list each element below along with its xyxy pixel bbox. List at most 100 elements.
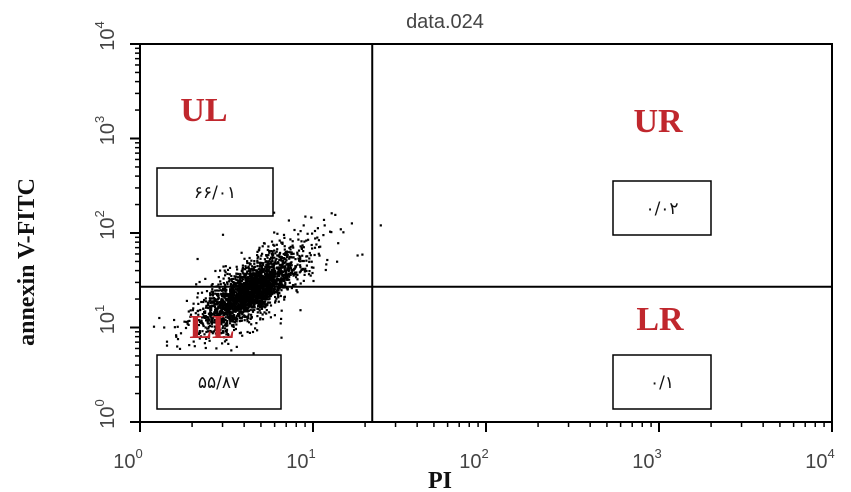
event-point (239, 279, 242, 282)
event-point (251, 283, 254, 286)
event-point (222, 325, 225, 328)
event-point (276, 267, 279, 270)
event-point (264, 305, 267, 308)
event-point (208, 319, 211, 322)
event-point (241, 296, 244, 299)
event-point (291, 284, 295, 287)
event-point (201, 316, 204, 319)
event-point (224, 271, 227, 274)
event-point (246, 261, 249, 265)
event-point (265, 276, 268, 279)
event-point (253, 272, 256, 276)
event-point (220, 293, 223, 296)
event-point (252, 276, 255, 279)
event-point (256, 257, 259, 260)
event-point (244, 315, 247, 319)
event-point (318, 254, 321, 257)
event-point (281, 275, 284, 278)
event-point (301, 244, 304, 247)
event-point (230, 302, 233, 305)
event-point (217, 314, 220, 317)
event-point (255, 279, 258, 282)
event-point (236, 295, 239, 298)
event-point (289, 245, 292, 248)
event-point (294, 266, 297, 269)
event-point (163, 326, 166, 329)
event-point (241, 300, 244, 303)
event-point (248, 292, 251, 295)
event-point (273, 211, 276, 214)
event-point (301, 254, 304, 257)
event-point (323, 224, 326, 227)
quadrant-value-box-lr (612, 354, 712, 410)
event-point (228, 294, 231, 297)
event-point (214, 289, 217, 292)
event-point (285, 263, 288, 266)
event-point (263, 311, 266, 314)
event-point (236, 318, 239, 321)
event-point (273, 262, 276, 265)
event-point (261, 269, 264, 272)
event-point (235, 275, 238, 278)
event-point (223, 304, 226, 307)
event-point (227, 277, 230, 280)
event-point (216, 313, 219, 316)
event-point (251, 274, 254, 277)
event-point (196, 257, 199, 261)
event-point (254, 294, 257, 298)
event-point (295, 271, 298, 274)
event-point (299, 245, 302, 248)
event-point (207, 325, 210, 328)
event-point (222, 311, 226, 314)
event-point (281, 241, 284, 244)
event-point (208, 305, 212, 308)
event-point (231, 281, 234, 284)
event-point (260, 264, 263, 267)
event-point (269, 316, 272, 319)
event-point (221, 306, 224, 310)
event-point (245, 279, 248, 282)
event-point (280, 289, 283, 292)
event-point (233, 275, 236, 278)
event-point (257, 286, 260, 290)
event-point (250, 304, 253, 307)
event-point (210, 290, 213, 293)
quadrant-label-ur: UR (633, 103, 683, 140)
event-point (219, 328, 222, 331)
event-point (256, 265, 259, 268)
quadrant-value-lr: ۰/۱ (650, 373, 674, 393)
event-point (249, 298, 252, 301)
event-point (256, 329, 259, 332)
event-point (297, 249, 301, 252)
event-point (310, 243, 313, 247)
event-point (216, 307, 219, 311)
event-point (260, 254, 263, 257)
event-point (283, 276, 286, 279)
event-point (262, 305, 265, 308)
event-point (287, 269, 290, 273)
event-point (253, 260, 256, 263)
event-point (215, 330, 218, 333)
event-point (206, 327, 209, 330)
event-point (292, 246, 295, 249)
event-point (231, 308, 234, 311)
event-point (299, 309, 302, 312)
event-point (209, 315, 212, 318)
event-point (239, 272, 242, 276)
event-point (307, 273, 311, 276)
event-point (279, 251, 282, 254)
event-point (257, 307, 260, 311)
event-point (237, 315, 240, 318)
event-point (253, 286, 256, 290)
event-point (243, 308, 246, 311)
event-point (257, 302, 260, 305)
event-point (258, 303, 261, 306)
event-point (230, 318, 233, 321)
x-tick-label: 101 (286, 446, 315, 473)
event-point (239, 294, 242, 297)
event-point (200, 300, 203, 304)
event-point (246, 330, 249, 334)
event-point (237, 313, 240, 316)
event-point (198, 330, 201, 333)
event-point (303, 270, 306, 273)
